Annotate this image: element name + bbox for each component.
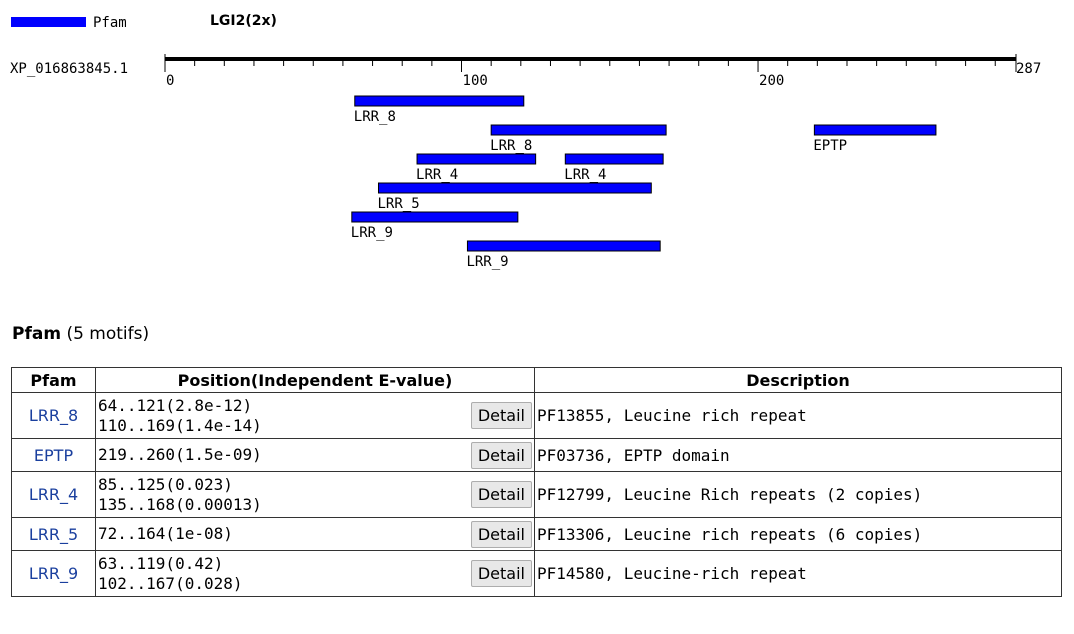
table-row: EPTP 219..260(1.5e-09) Detail PF03736, EPTP… <box>11 438 1062 472</box>
description-cell: PF13855, Leucine rich repeat <box>534 392 1062 439</box>
sequence-axis: 0 100 200 <box>164 54 1017 89</box>
pfam-link[interactable]: LRR_4 <box>11 471 96 518</box>
position-value: 135..168(0.00013) <box>98 494 262 514</box>
domain-bar[interactable] <box>813 124 937 136</box>
detail-button[interactable]: Detail <box>470 560 532 587</box>
domain-label: LRR_8 <box>354 109 396 125</box>
table-row: LRR_9 63..119(0.42) 102..167(0.028) Detail P… <box>11 550 1062 597</box>
domain-bar[interactable] <box>564 153 664 165</box>
domain-label: EPTP <box>813 138 847 154</box>
domain-label: LRR_4 <box>564 167 606 183</box>
domain-bar[interactable] <box>466 240 661 252</box>
domain-bar[interactable] <box>416 153 537 165</box>
motif-table: Pfam Position(Independent E-value) Descr… <box>11 367 1062 597</box>
domain-tracks: LRR_8 LRR_8 EPTP LRR_4 LRR_4 LRR_5 LRR_9 LRR_9 <box>351 95 937 270</box>
domain-label: LRR_8 <box>490 138 532 154</box>
table-row: LRR_4 85..125(0.023) 135..168(0.00013) Deta… <box>11 471 1062 518</box>
position-value: 110..169(1.4e-14) <box>98 415 262 435</box>
section-title: Pfam <box>12 324 62 344</box>
detail-button[interactable]: Detail <box>470 402 532 429</box>
position-value: 219..260(1.5e-09) <box>98 445 262 464</box>
pfam-link[interactable]: LRR_8 <box>11 392 96 439</box>
description-cell: PF03736, EPTP domain <box>534 438 1062 472</box>
detail-button[interactable]: Detail <box>470 520 532 548</box>
position-cell: 63..119(0.42) 102..167(0.028) Detail <box>95 550 535 597</box>
domain-diagram: Pfam LGI2(2x) XP_016863845.1 0 100 200 287… <box>10 13 1041 270</box>
table-row: LRR_5 72..164(1e-08) Detail PF13306, Leucin… <box>11 517 1062 551</box>
domain-label: LRR_4 <box>416 167 458 183</box>
header-pfam: Pfam <box>11 367 96 393</box>
detail-button[interactable]: Detail <box>470 441 532 469</box>
sequence-id: XP_016863845.1 <box>10 61 128 77</box>
domain-bar[interactable] <box>354 95 525 107</box>
tick-label: 0 <box>166 73 174 89</box>
legend-swatch <box>11 17 86 27</box>
pfam-link[interactable]: EPTP <box>11 438 96 472</box>
description-cell: PF13306, Leucine rich repeats (6 copies) <box>534 517 1062 551</box>
header-position: Position(Independent E-value) <box>95 367 535 393</box>
diagram-title: LGI2(2x) <box>210 13 277 29</box>
pfam-link[interactable]: LRR_9 <box>11 550 96 597</box>
position-value: 64..121(2.8e-12) <box>98 395 253 415</box>
domain-label: LRR_9 <box>351 225 393 241</box>
position-cell: 219..260(1.5e-09) Detail <box>95 438 535 472</box>
table-row: LRR_8 64..121(2.8e-12) 110..169(1.4e-14) De… <box>11 392 1062 439</box>
sequence-length-label: 287 <box>1016 61 1041 77</box>
domain-label: LRR_9 <box>466 254 508 270</box>
axis-line <box>165 57 1016 61</box>
detail-button[interactable]: Detail <box>470 481 532 508</box>
pfam-link[interactable]: LRR_5 <box>11 517 96 551</box>
domain-label: LRR_5 <box>377 196 419 212</box>
position-value: 85..125(0.023) <box>98 474 233 494</box>
motif-count: (5 motifs) <box>66 324 150 344</box>
position-value: 72..164(1e-08) <box>98 524 233 543</box>
domain-bar[interactable] <box>377 182 652 194</box>
domain-bar[interactable] <box>490 124 667 136</box>
position-cell: 64..121(2.8e-12) 110..169(1.4e-14) Detail <box>95 392 535 439</box>
position-cell: 72..164(1e-08) Detail <box>95 517 535 551</box>
table-header-row: Pfam Position(Independent E-value) Descr… <box>11 367 1062 393</box>
section-heading: Pfam (5 motifs) <box>12 324 149 344</box>
domain-bar[interactable] <box>351 211 519 223</box>
position-value: 102..167(0.028) <box>98 573 243 593</box>
description-cell: PF12799, Leucine Rich repeats (2 copies) <box>534 471 1062 518</box>
header-description: Description <box>534 367 1062 393</box>
position-value: 63..119(0.42) <box>98 553 224 573</box>
position-cell: 85..125(0.023) 135..168(0.00013) Detail <box>95 471 535 518</box>
legend-label: Pfam <box>93 15 127 31</box>
description-cell: PF14580, Leucine-rich repeat <box>534 550 1062 597</box>
tick-label: 100 <box>463 73 488 89</box>
tick-label: 200 <box>759 73 784 89</box>
